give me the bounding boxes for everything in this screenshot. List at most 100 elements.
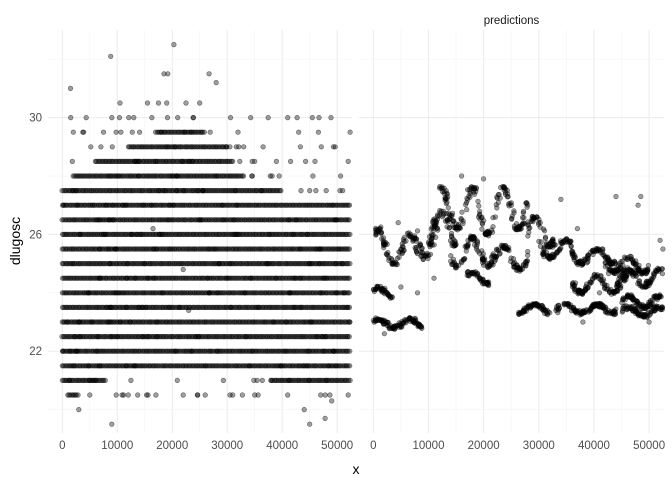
data-point [506,203,512,209]
data-point [248,114,254,121]
data-point [128,377,134,384]
data-point [322,392,328,398]
data-point [159,290,165,296]
data-point [327,392,333,398]
data-point [333,290,340,296]
data-point [638,193,644,200]
data-point [297,144,304,150]
data-point [549,254,556,260]
data-point [508,255,514,261]
data-point [255,304,262,311]
data-point [227,261,233,267]
data-point [267,348,273,354]
data-point [195,188,201,194]
data-point [198,217,204,223]
data-point [536,238,542,244]
data-point [278,188,284,194]
data-point [344,304,351,311]
data-point [95,217,101,223]
data-point [498,184,504,191]
data-point [486,262,492,268]
data-point [193,334,199,340]
data-point [424,252,430,258]
data-point [556,302,562,309]
data-point [298,188,304,194]
data-point [520,221,526,227]
data-point [149,114,155,121]
data-point [479,221,486,227]
data-point [293,217,299,223]
data-point [573,260,580,266]
data-point [156,188,162,194]
data-point [136,304,142,311]
data-point [133,348,139,354]
data-point [598,273,604,279]
data-point [68,114,74,121]
data-point [151,334,157,340]
data-point [145,392,151,398]
data-point [113,392,119,398]
data-point [318,290,324,296]
data-point [249,173,255,179]
data-point [347,261,353,267]
data-point [346,202,353,208]
data-point [394,255,401,261]
data-point [234,348,240,354]
data-point [125,363,131,369]
data-point [196,363,202,369]
data-point [77,334,83,340]
data-point [391,261,397,267]
data-point [232,188,238,194]
data-point [333,363,339,369]
data-point [222,363,228,369]
data-point [612,268,619,274]
data-point [269,173,275,179]
data-point [523,200,530,206]
data-point [530,219,536,225]
data-point [104,304,110,311]
data-point [629,268,636,274]
data-point [150,226,156,232]
data-point [613,288,620,294]
data-point [105,246,111,252]
data-point [287,290,293,296]
data-point [416,323,422,329]
data-point [313,188,319,194]
data-point [165,71,171,77]
data-point [521,308,527,314]
data-point [571,307,577,314]
data-point [133,158,139,164]
data-point [202,363,208,369]
data-point [240,173,246,179]
data-point [154,319,160,325]
data-point [156,231,163,237]
data-point [110,217,116,223]
data-point [646,319,652,325]
data-point [188,129,194,135]
data-point [452,238,458,244]
data-point [246,363,253,369]
data-point [108,334,114,340]
data-point [464,272,470,279]
data-point [483,230,489,236]
data-point [286,217,292,223]
data-point [95,334,101,340]
data-point [129,348,136,354]
data-point [587,279,594,285]
data-point [501,245,507,251]
data-point [83,114,89,121]
data-point [102,377,108,384]
panel-right-gridlines [359,30,664,433]
data-point [479,226,485,232]
data-point [338,173,344,179]
data-point [584,285,590,291]
data-point [527,303,533,309]
data-point [494,247,500,253]
data-point [154,334,160,340]
data-point [301,363,307,369]
data-point [205,275,211,281]
data-point [307,188,313,194]
data-point [189,348,195,354]
data-point [564,301,570,307]
